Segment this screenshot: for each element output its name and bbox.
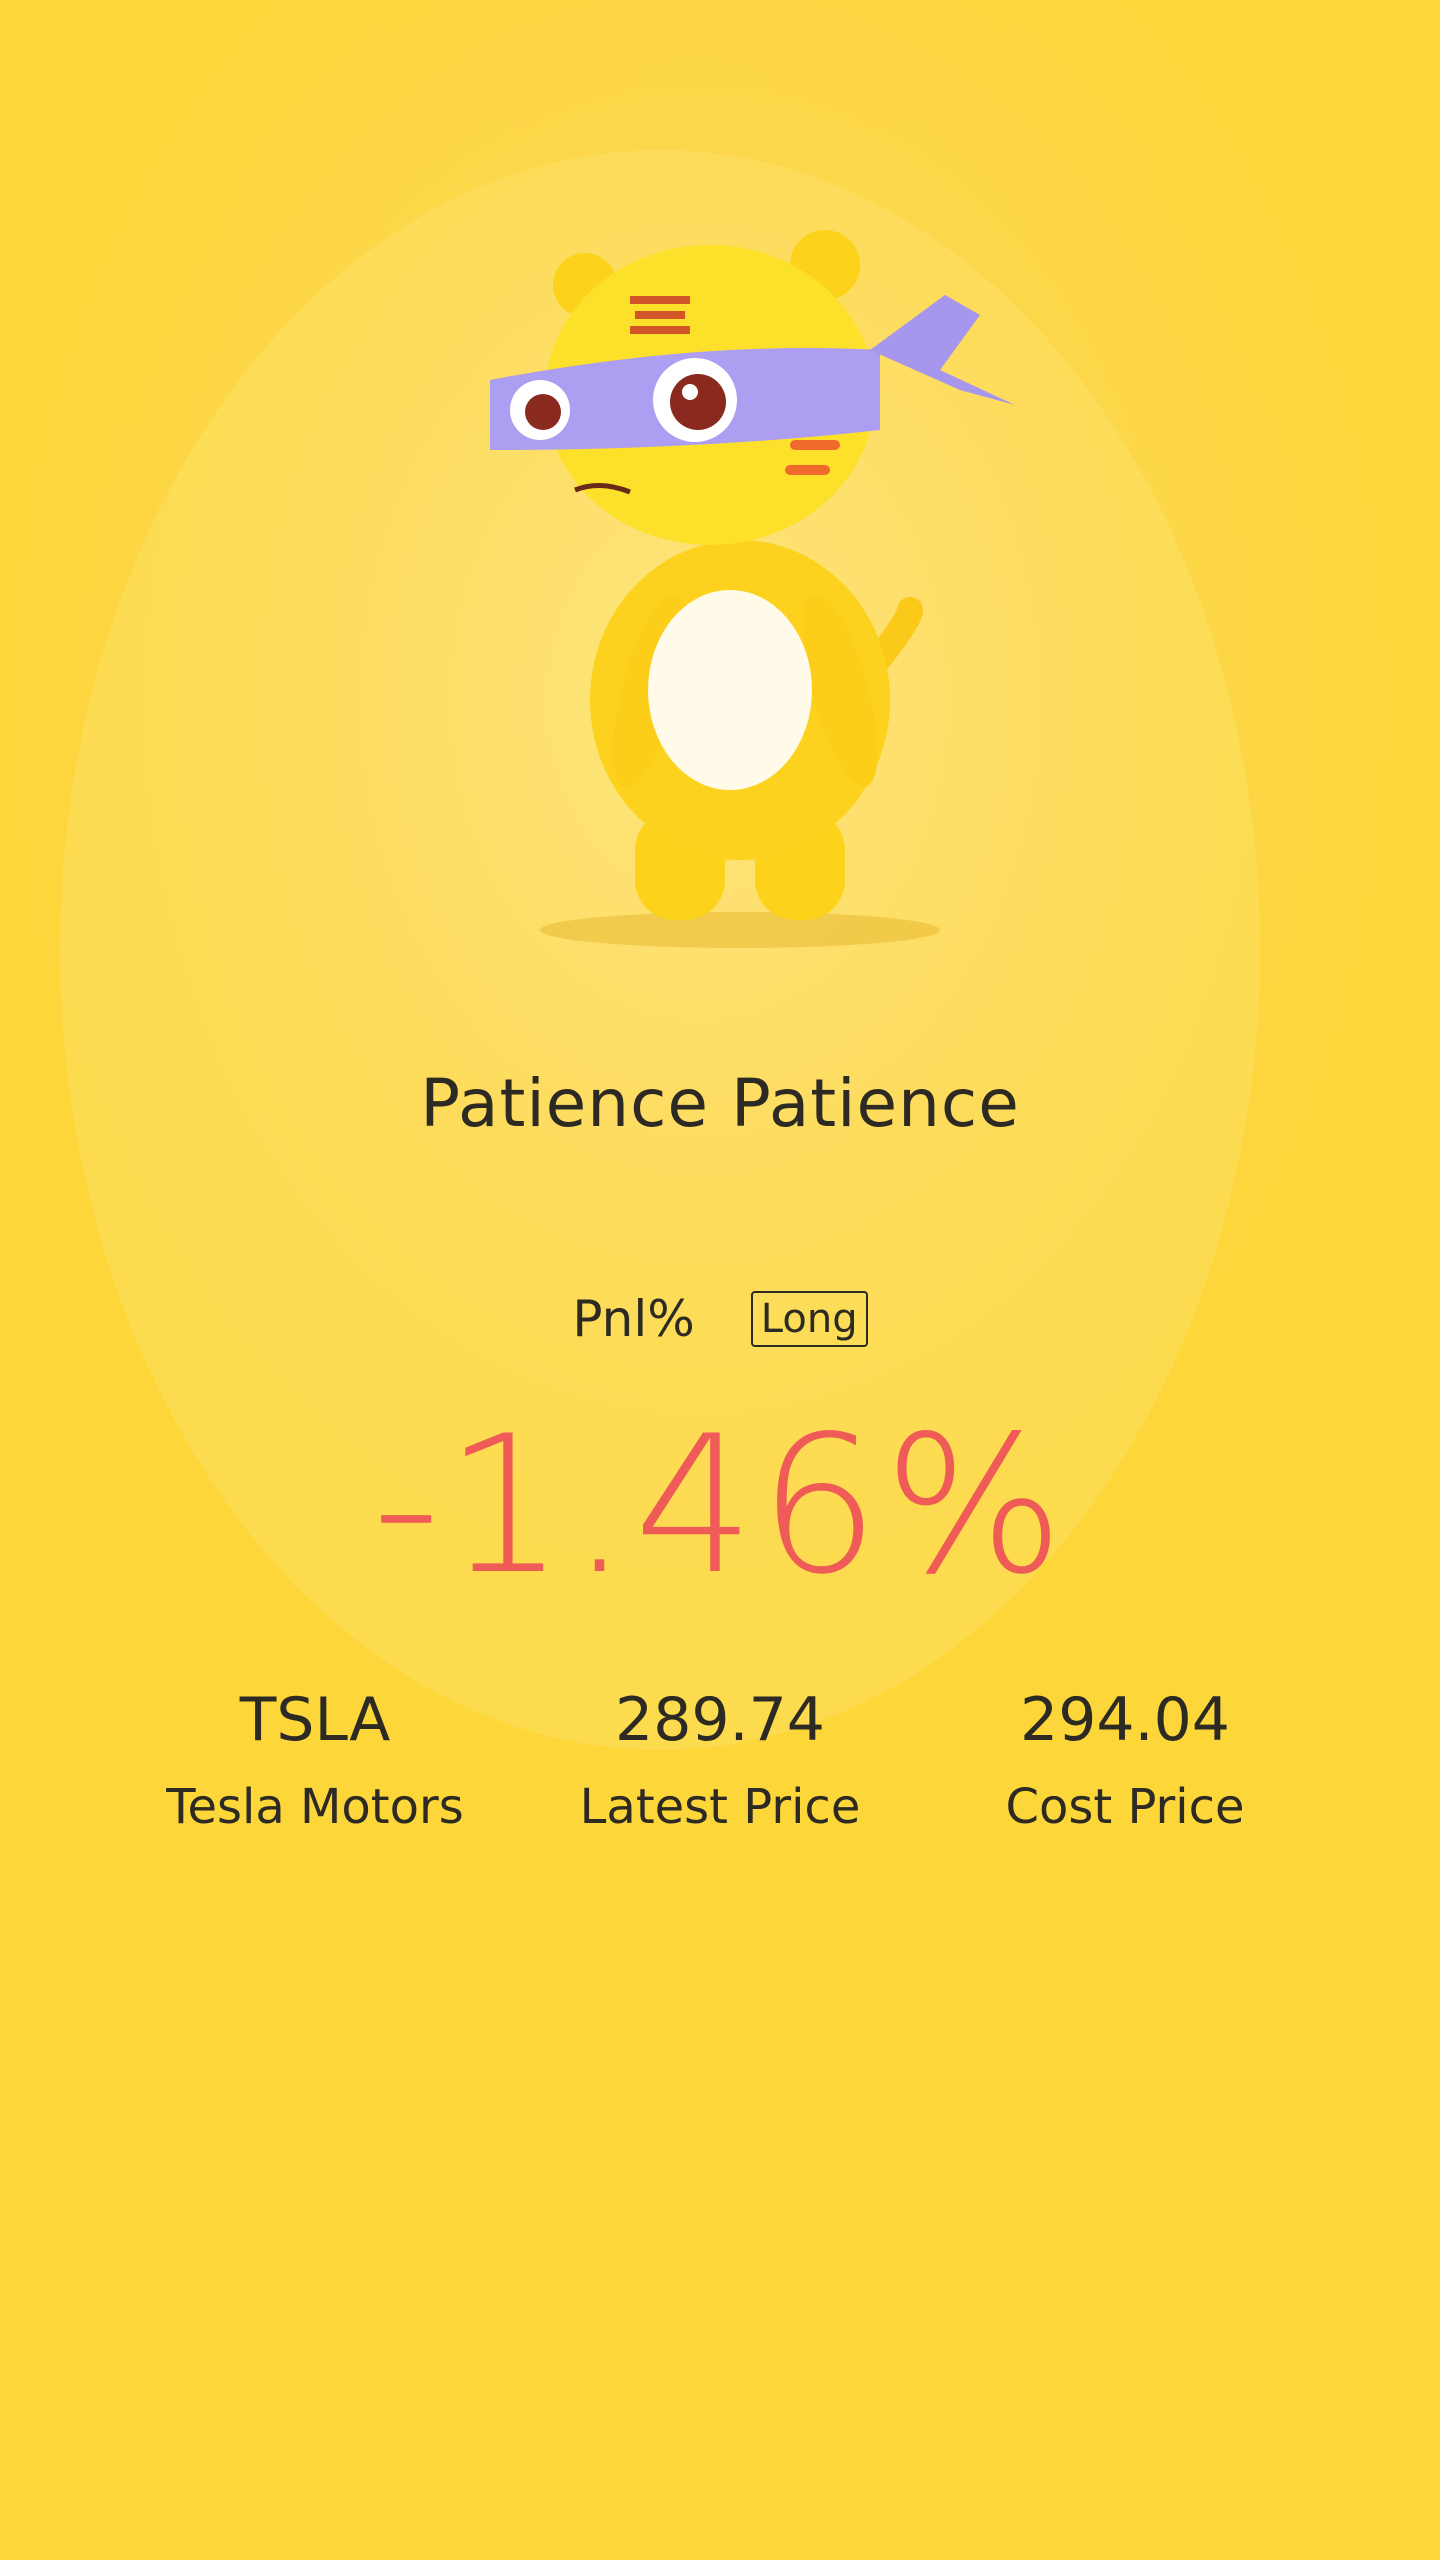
- cost-price-label: Cost Price: [1005, 1779, 1245, 1835]
- pnl-label: Pnl%: [572, 1290, 695, 1348]
- stat-cost-price: 294.04 Cost Price: [925, 1680, 1325, 1842]
- pnl-header: Pnl% Long: [0, 1290, 1440, 1348]
- latest-price-value: 289.74: [615, 1685, 825, 1755]
- latest-price-label: Latest Price: [579, 1779, 861, 1835]
- stat-latest-price: 289.74 Latest Price: [520, 1680, 920, 1842]
- pnl-value: -1.46%: [371, 1395, 1069, 1616]
- tiger-mascot-icon: [490, 230, 1015, 948]
- stat-symbol: TSLA Tesla Motors: [115, 1680, 515, 1842]
- stock-symbol: TSLA: [239, 1685, 391, 1755]
- headline: Patience Patience: [420, 1065, 1020, 1142]
- position-direction-badge: Long: [750, 1291, 868, 1347]
- cost-price-value: 294.04: [1020, 1685, 1230, 1755]
- stock-name: Tesla Motors: [166, 1779, 464, 1835]
